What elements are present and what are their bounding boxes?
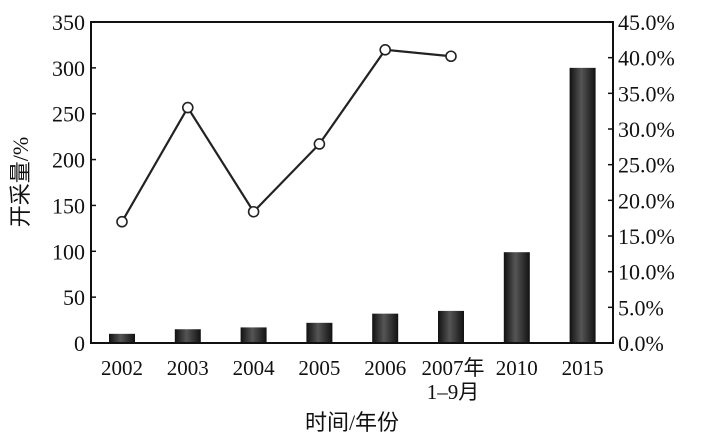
line-point xyxy=(445,50,457,63)
x-tick-label: 2006 xyxy=(364,356,406,380)
x-tick-label: 2005 xyxy=(298,356,340,380)
line-series xyxy=(121,48,452,223)
y-tick-label: 150 xyxy=(52,193,85,218)
x-axis-title: 时间/年份 xyxy=(305,410,399,435)
y2-tick-label: 0.0% xyxy=(618,331,664,356)
y-tick-label: 100 xyxy=(52,239,85,264)
plot-frame xyxy=(90,21,614,344)
y-tick-label: 200 xyxy=(52,148,85,173)
y2-tick-label: 5.0% xyxy=(618,295,664,320)
line-point xyxy=(313,138,326,150)
line-point xyxy=(116,215,128,228)
y2-tick-label: 15.0% xyxy=(618,224,675,249)
x-tick-label: 2010 xyxy=(496,356,538,380)
bar xyxy=(109,333,135,343)
y2-tick-label: 30.0% xyxy=(618,117,675,142)
y2-tick-label: 40.0% xyxy=(618,46,675,71)
y-tick-label: 350 xyxy=(52,10,85,35)
bar xyxy=(174,329,201,343)
y2-tick-label: 45.0% xyxy=(618,10,675,35)
y2-tick-label: 25.0% xyxy=(618,153,675,178)
y-tick-label: 50 xyxy=(63,285,85,310)
x-tick-label: 2003 xyxy=(167,356,209,380)
x-tick-label: 2015 xyxy=(562,356,604,380)
y2-tick-label: 35.0% xyxy=(618,81,675,106)
y-tick-label: 300 xyxy=(52,56,85,81)
y-axis-title: 开采量/% xyxy=(8,137,33,227)
x-tick-label: 2002 xyxy=(101,356,143,380)
bar xyxy=(306,322,333,343)
x-tick-label: 2007年 1–9月 xyxy=(422,356,485,404)
bar xyxy=(569,67,596,343)
y-tick-label: 0 xyxy=(74,331,85,356)
y-tick-label: 250 xyxy=(52,102,85,127)
y2-tick-label: 20.0% xyxy=(618,188,675,213)
x-tick-label: 2004 xyxy=(233,356,276,380)
bar xyxy=(372,313,399,343)
line-point xyxy=(247,205,260,218)
bar xyxy=(503,252,530,343)
bar xyxy=(240,327,267,343)
line-point xyxy=(379,44,392,56)
y2-tick-label: 10.0% xyxy=(618,260,675,285)
line-point xyxy=(182,101,194,114)
bar xyxy=(438,310,464,343)
